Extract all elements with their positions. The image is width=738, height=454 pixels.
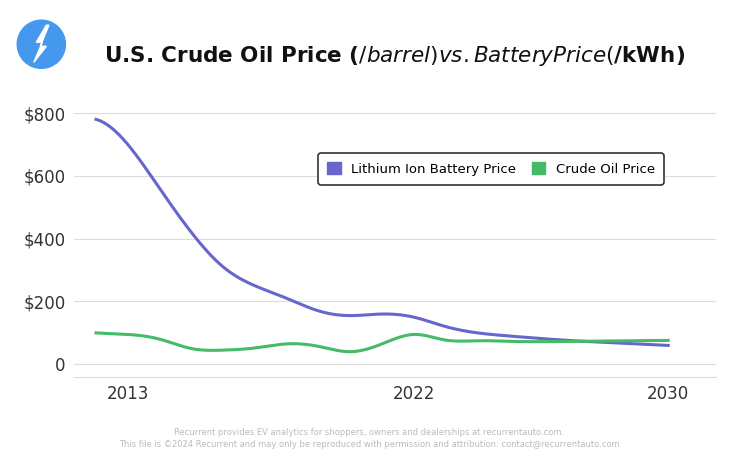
Title: U.S. Crude Oil Price ($/barrel)vs. Battery Price ($/kWh): U.S. Crude Oil Price ($/barrel)vs. Batte… (104, 44, 686, 68)
Text: Recurrent provides EV analytics for shoppers, owners and dealerships at recurren: Recurrent provides EV analytics for shop… (119, 428, 619, 449)
Polygon shape (34, 25, 49, 62)
Legend: Lithium Ion Battery Price, Crude Oil Price: Lithium Ion Battery Price, Crude Oil Pri… (318, 153, 664, 185)
Circle shape (17, 20, 66, 69)
